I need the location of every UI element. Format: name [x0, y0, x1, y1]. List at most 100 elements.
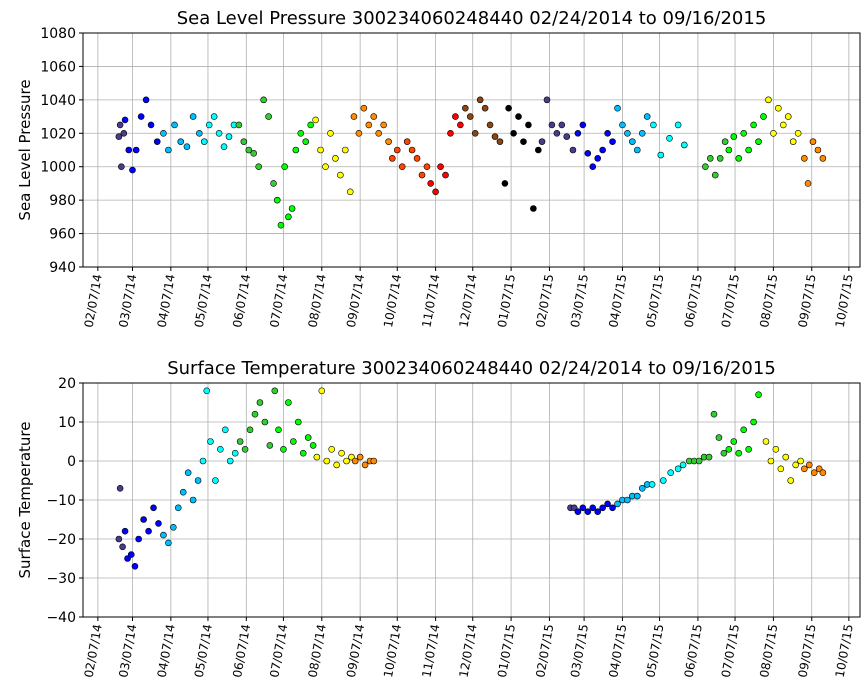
- data-point: [327, 129, 334, 137]
- data-point: [643, 113, 651, 120]
- data-point: [365, 121, 373, 129]
- data-point: [174, 504, 182, 512]
- data-point: [609, 504, 616, 512]
- data-point: [273, 196, 281, 204]
- data-point: [292, 146, 300, 154]
- data-point: [328, 445, 335, 453]
- chart-title: Sea Level Pressure 300234060248440 02/24…: [177, 8, 767, 29]
- data-point: [716, 155, 724, 162]
- data-point: [333, 461, 340, 469]
- data-point: [385, 138, 392, 145]
- data-point: [725, 445, 733, 453]
- x-tick-label: 04/07/14: [155, 273, 178, 329]
- data-point: [810, 469, 818, 477]
- data-point: [633, 146, 641, 154]
- data-point: [217, 445, 224, 453]
- data-point: [205, 121, 213, 129]
- data-point: [427, 180, 434, 187]
- x-tick-label: 04/07/15: [606, 273, 629, 329]
- data-point: [755, 391, 762, 399]
- x-tick-label: 05/07/15: [643, 273, 666, 329]
- data-point: [142, 96, 150, 104]
- data-point: [792, 461, 799, 469]
- data-point: [225, 133, 233, 140]
- data-point: [657, 151, 665, 159]
- data-point: [118, 163, 125, 171]
- data-point: [819, 469, 827, 477]
- data-point: [171, 121, 178, 129]
- data-point: [288, 205, 296, 212]
- data-point: [609, 138, 616, 145]
- data-point: [194, 477, 202, 484]
- data-point: [307, 121, 314, 129]
- data-point: [767, 457, 775, 465]
- data-point: [235, 121, 243, 129]
- x-tick-label: 08/07/15: [757, 623, 780, 679]
- data-point: [520, 138, 527, 145]
- data-point: [236, 438, 244, 445]
- data-point: [199, 457, 207, 465]
- data-point: [496, 138, 504, 145]
- x-tick-label: 10/07/15: [833, 273, 856, 329]
- data-point: [466, 113, 474, 120]
- data-point: [715, 434, 723, 441]
- data-point: [418, 171, 426, 179]
- y-tick-label: 1000: [40, 160, 76, 176]
- data-point: [304, 434, 312, 441]
- plot-frame: [82, 32, 861, 268]
- data-point: [614, 104, 621, 112]
- data-point: [160, 129, 167, 137]
- data-point: [116, 121, 124, 129]
- y-axis-label: Surface Temperature: [16, 422, 34, 579]
- data-point: [351, 457, 359, 465]
- x-tick-label: 07/07/14: [267, 273, 290, 329]
- data-point: [299, 449, 307, 457]
- data-point: [290, 438, 297, 445]
- data-point: [779, 121, 787, 129]
- data-point: [145, 527, 152, 535]
- data-point: [294, 418, 302, 426]
- y-tick-label: −20: [46, 532, 76, 548]
- data-point: [184, 469, 192, 477]
- x-tick-label: 12/07/14: [457, 623, 480, 679]
- data-point: [165, 146, 172, 154]
- data-point: [165, 539, 172, 547]
- data-point: [594, 508, 602, 516]
- data-point: [323, 457, 331, 465]
- y-tick-label: 1060: [40, 59, 76, 75]
- x-tick-label: 06/07/14: [230, 273, 253, 329]
- data-point: [160, 531, 167, 539]
- data-point: [801, 465, 808, 473]
- data-point: [121, 116, 129, 124]
- data-point: [674, 465, 682, 473]
- data-point: [535, 146, 542, 154]
- data-point: [574, 129, 582, 137]
- data-point: [115, 535, 123, 543]
- data-point: [553, 129, 561, 137]
- y-tick-label: 940: [49, 260, 76, 276]
- data-point: [437, 163, 444, 171]
- data-point: [681, 141, 688, 149]
- x-tick-label: 09/07/15: [796, 623, 819, 679]
- x-tick-label: 07/07/15: [719, 273, 742, 329]
- data-point: [750, 418, 757, 426]
- x-tick-label: 10/07/14: [381, 273, 404, 329]
- data-point: [121, 527, 129, 535]
- data-point: [203, 387, 211, 395]
- x-tick-label: 02/07/14: [82, 273, 105, 329]
- x-tick-label: 08/07/15: [757, 273, 780, 329]
- data-point: [735, 155, 743, 162]
- x-tick-label: 03/07/15: [568, 273, 591, 329]
- y-tick-label: 980: [49, 193, 76, 209]
- data-point: [207, 438, 214, 445]
- data-point: [710, 410, 718, 418]
- data-point: [619, 121, 626, 129]
- x-tick-label: 10/07/14: [381, 623, 404, 679]
- data-point: [241, 445, 249, 453]
- y-tick-label: 960: [49, 227, 76, 243]
- x-tick-label: 07/07/14: [267, 623, 290, 679]
- data-point: [129, 166, 136, 174]
- x-tick-label: 12/07/14: [457, 273, 480, 329]
- data-point: [569, 146, 577, 154]
- data-point: [801, 155, 808, 162]
